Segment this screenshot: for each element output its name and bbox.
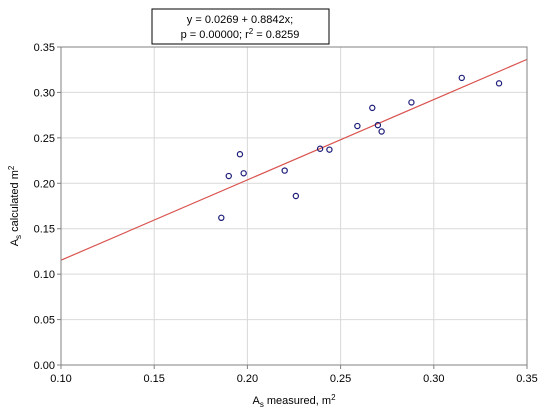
data-point: [240, 170, 247, 177]
annotation-stats-prefix: p = 0.00000; r: [181, 29, 250, 41]
data-point: [236, 151, 244, 158]
data-point: [378, 128, 385, 135]
data-point: [225, 172, 232, 180]
annotation-equation: y = 0.0269 + 0.8842x;: [187, 14, 293, 26]
y-tick-label: 0.00: [34, 360, 55, 372]
x-tick-label: 0.20: [237, 373, 258, 385]
annotation-stats-suffix: = 0.8259: [253, 29, 299, 41]
data-point: [316, 145, 324, 152]
y-tick-label: 0.20: [34, 178, 55, 190]
x-tick-labels: 0.10 0.15 0.20 0.25 0.30 0.35: [50, 373, 537, 385]
regression-line: [60, 58, 528, 261]
x-tick-label: 0.25: [330, 373, 351, 385]
data-point: [408, 99, 415, 106]
fit-line-layer: [60, 58, 528, 261]
y-tick-label: 0.35: [34, 42, 55, 54]
y-tick-labels: 0.00 0.05 0.10 0.15 0.20 0.25 0.30 0.35: [34, 42, 55, 372]
points-layer: [218, 74, 503, 222]
x-tick-label: 0.10: [50, 373, 71, 385]
regression-annotation: y = 0.0269 + 0.8842x; p = 0.00000; r2 = …: [151, 8, 330, 45]
data-point: [369, 104, 376, 112]
y-tick-label: 0.25: [34, 133, 55, 145]
y-tick-label: 0.10: [34, 269, 55, 281]
x-axis-label: As measured, m2: [252, 393, 336, 409]
annotation-stats: p = 0.00000; r2 = 0.8259: [181, 27, 300, 41]
grid: [61, 47, 527, 365]
data-point: [218, 214, 225, 222]
data-point: [281, 167, 288, 174]
data-point: [354, 122, 361, 130]
plot-frame: [60, 46, 528, 366]
x-tick-label: 0.35: [516, 373, 537, 385]
data-point: [292, 192, 300, 200]
plot-area: [61, 47, 527, 365]
data-point: [374, 121, 382, 129]
annotation-stats-sup: 2: [249, 27, 254, 36]
y-tick-label: 0.15: [34, 224, 55, 236]
ticks: [57, 46, 528, 369]
x-tick-label: 0.30: [423, 373, 444, 385]
x-tick-label: 0.15: [143, 373, 164, 385]
data-point: [495, 80, 503, 87]
y-tick-label: 0.05: [34, 315, 55, 327]
y-axis-label: As calculated m2: [7, 165, 23, 246]
y-tick-label: 0.30: [34, 87, 55, 99]
data-point: [326, 146, 333, 153]
data-point: [458, 74, 465, 82]
